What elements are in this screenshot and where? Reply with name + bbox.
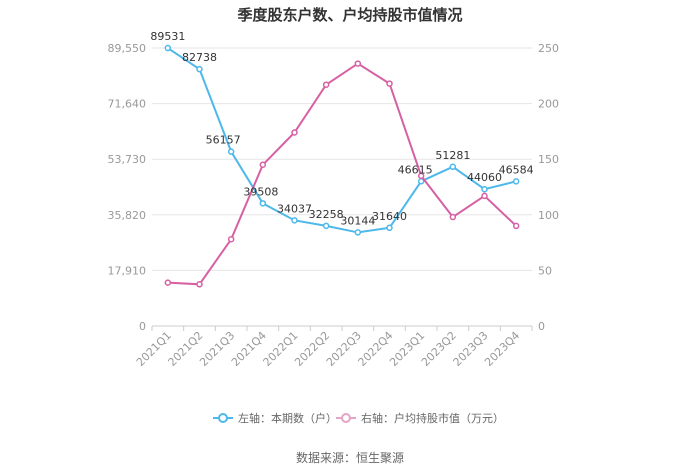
left-tick-label: 0 [139,320,146,333]
data-source: 数据来源：恒生聚源 [296,450,404,465]
chart-title: 季度股东户数、户均持股市值情况 [237,6,462,24]
data-label-left: 46584 [499,163,534,176]
data-point-right[interactable] [164,279,172,286]
data-point-left[interactable] [291,217,298,224]
data-label-left: 31640 [372,210,407,223]
data-label-left: 46615 [398,163,433,176]
legend-marker-right-series [341,413,351,423]
data-point-left[interactable] [259,200,267,207]
left-tick-label: 53,730 [108,153,147,166]
x-tick-label: 2023Q4 [482,329,522,369]
data-point-right[interactable] [291,129,298,136]
legend-item-left-series[interactable]: 左轴：本期数（户） [213,411,337,425]
grid [152,47,532,327]
data-point-right[interactable] [449,213,457,221]
left-axis: 0 17,910 35,820 53,730 71,640 89,550 [108,42,147,333]
data-label-left: 30144 [340,214,375,227]
series-layer: 89531 82738 56157 39508 34037322583014431640… [150,30,534,288]
data-point-left[interactable] [322,222,330,230]
left-tick-label: 35,820 [108,209,147,222]
legend-marker-left-series [218,413,228,423]
data-point-right[interactable] [322,81,330,88]
data-label-left: 32258 [309,208,344,221]
data-label-left: 51281 [435,149,470,162]
legend-label-left-series: 左轴：本期数（户） [238,411,337,425]
data-label-left: 34037 [277,202,312,215]
right-tick-label: 0 [538,320,545,333]
data-point-right[interactable] [512,222,520,230]
data-point-right[interactable] [481,192,488,200]
legend: 左轴：本期数（户） 右轴：户均持股市值（万元） [213,411,504,425]
left-tick-label: 17,910 [108,264,147,277]
series-line-right [167,62,517,286]
data-point-left[interactable] [164,44,172,52]
right-tick-label: 100 [538,209,559,222]
right-tick-label: 150 [538,153,559,166]
left-tick-label: 89,550 [108,42,147,55]
data-point-right[interactable] [259,161,267,169]
data-point-right[interactable] [354,60,362,67]
data-point-left[interactable] [449,163,457,171]
data-point-left[interactable] [481,185,488,193]
data-point-right[interactable] [196,281,203,288]
series-line-left [167,47,517,234]
data-point-left[interactable] [354,229,362,236]
data-point-left[interactable] [196,65,203,73]
data-point-left[interactable] [386,224,393,232]
legend-label-right-series: 右轴：户均持股市值（万元） [361,411,504,425]
data-label-left: 39508 [243,185,278,198]
data-label-left: 89531 [150,30,185,43]
data-label-left: 82738 [182,51,217,64]
data-label-left: 56157 [206,134,241,147]
data-point-right[interactable] [227,236,235,243]
right-axis: 0 50 100 150 200 250 [538,42,559,333]
data-point-right[interactable] [417,172,425,180]
right-tick-label: 50 [538,264,552,277]
x-axis: 2021Q12021Q22021Q32021Q42022Q12022Q22022… [134,325,533,369]
data-point-right[interactable] [386,80,393,87]
right-tick-label: 200 [538,98,559,111]
data-label-left: 44060 [467,171,502,184]
right-tick-label: 250 [538,42,559,55]
left-tick-label: 71,640 [108,98,147,111]
data-point-left[interactable] [512,178,520,185]
data-point-left[interactable] [227,148,235,155]
legend-item-right-series[interactable]: 右轴：户均持股市值（万元） [336,411,504,425]
